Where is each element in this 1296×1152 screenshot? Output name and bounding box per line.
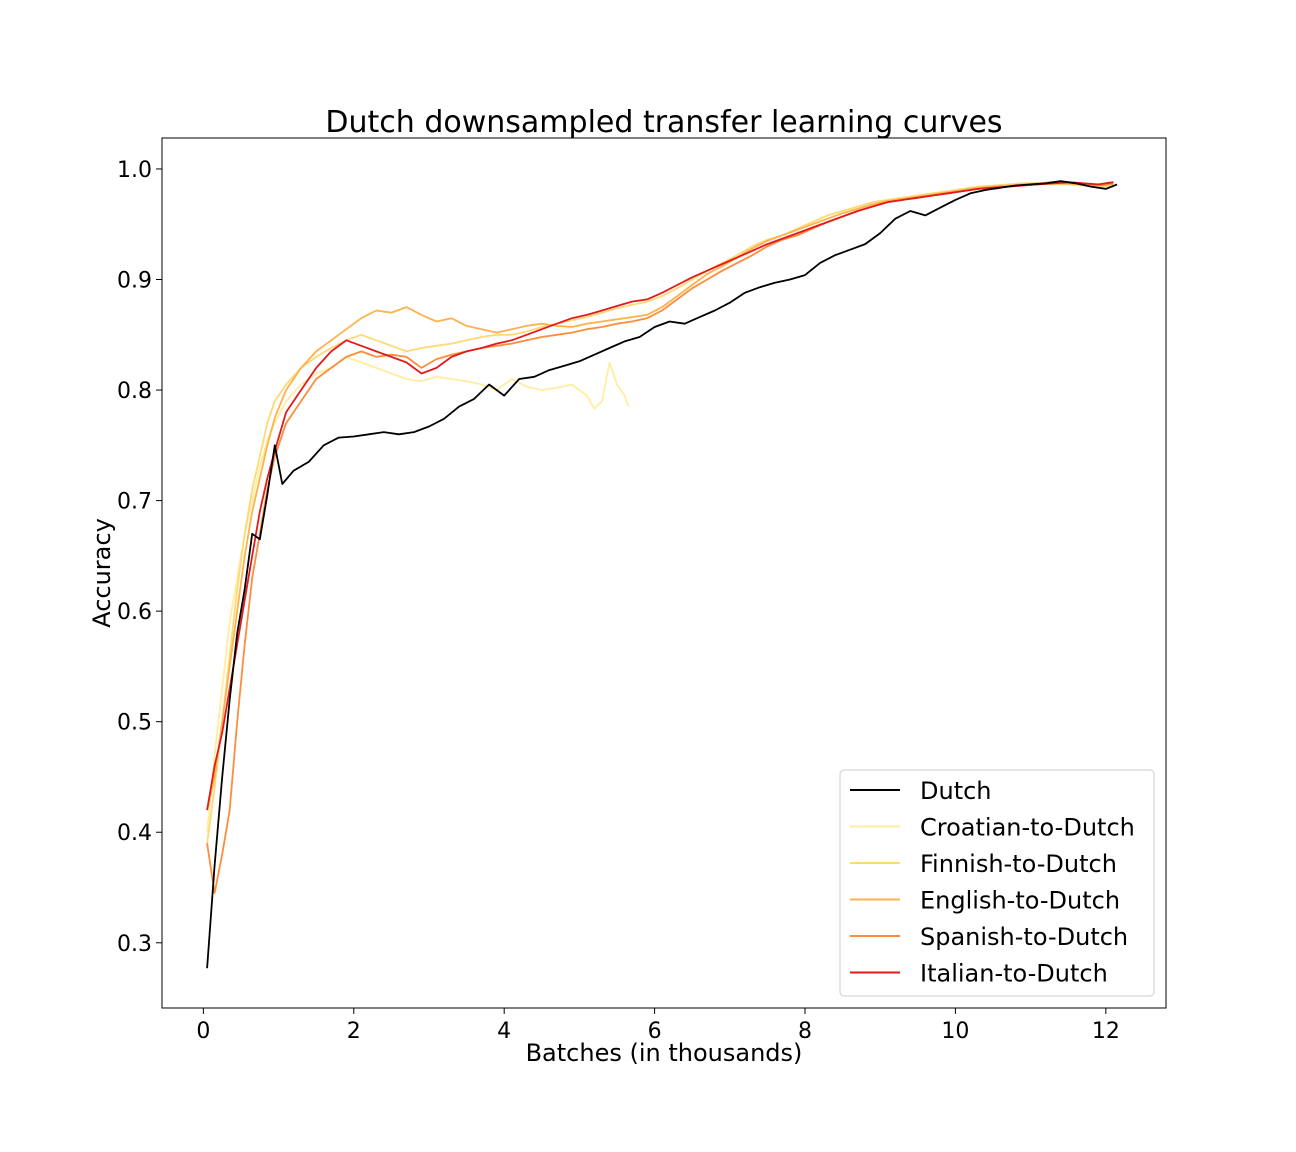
x-tick-label: 12 bbox=[1092, 1019, 1120, 1044]
series-lines bbox=[206, 180, 1118, 969]
y-tick-label: 0.4 bbox=[117, 821, 152, 846]
legend-label: Croatian-to-Dutch bbox=[920, 814, 1135, 842]
y-axis: 0.3 0.4 0.5 0.6 0.7 0.8 0.9 1.0 bbox=[117, 158, 162, 957]
x-tick-label: 2 bbox=[347, 1019, 361, 1044]
x-tick-label: 6 bbox=[648, 1019, 662, 1044]
legend-label: Italian-to-Dutch bbox=[920, 960, 1108, 988]
y-axis-label: Accuracy bbox=[88, 518, 116, 628]
series-line-croatian-to-dutch bbox=[206, 356, 630, 833]
legend: Dutch Croatian-to-Dutch Finnish-to-Dutch En… bbox=[839, 769, 1155, 997]
legend-label: Finnish-to-Dutch bbox=[920, 850, 1117, 878]
y-tick-label: 1.0 bbox=[117, 158, 152, 183]
x-tick-label: 4 bbox=[497, 1019, 511, 1044]
y-tick-label: 0.6 bbox=[117, 600, 152, 625]
legend-box bbox=[839, 769, 1155, 997]
x-tick-label: 0 bbox=[196, 1019, 210, 1044]
legend-label: Dutch bbox=[920, 777, 992, 805]
series-line-italian-to-dutch bbox=[206, 181, 1114, 811]
x-tick-label: 8 bbox=[798, 1019, 812, 1044]
series-line-english-to-dutch bbox=[206, 181, 1114, 811]
x-axis-label: Batches (in thousands) bbox=[526, 1039, 803, 1067]
y-tick-label: 0.8 bbox=[117, 379, 152, 404]
plot-area: 0 2 4 6 8 10 12 0.3 0.4 0.5 0.6 0.7 0.8 0.9 1.0 bbox=[117, 137, 1167, 1044]
y-tick-label: 0.7 bbox=[117, 490, 152, 515]
legend-label: Spanish-to-Dutch bbox=[920, 923, 1128, 951]
y-tick-label: 0.3 bbox=[117, 932, 152, 957]
y-tick-label: 0.9 bbox=[117, 268, 152, 293]
legend-label: English-to-Dutch bbox=[920, 887, 1120, 915]
chart-title: Dutch downsampled transfer learning curv… bbox=[325, 105, 1002, 140]
series-line-dutch bbox=[206, 180, 1118, 969]
x-tick-label: 10 bbox=[941, 1019, 969, 1044]
plot-frame bbox=[161, 137, 1167, 1009]
x-axis: 0 2 4 6 8 10 12 bbox=[196, 1008, 1120, 1044]
y-tick-label: 0.5 bbox=[117, 711, 152, 736]
